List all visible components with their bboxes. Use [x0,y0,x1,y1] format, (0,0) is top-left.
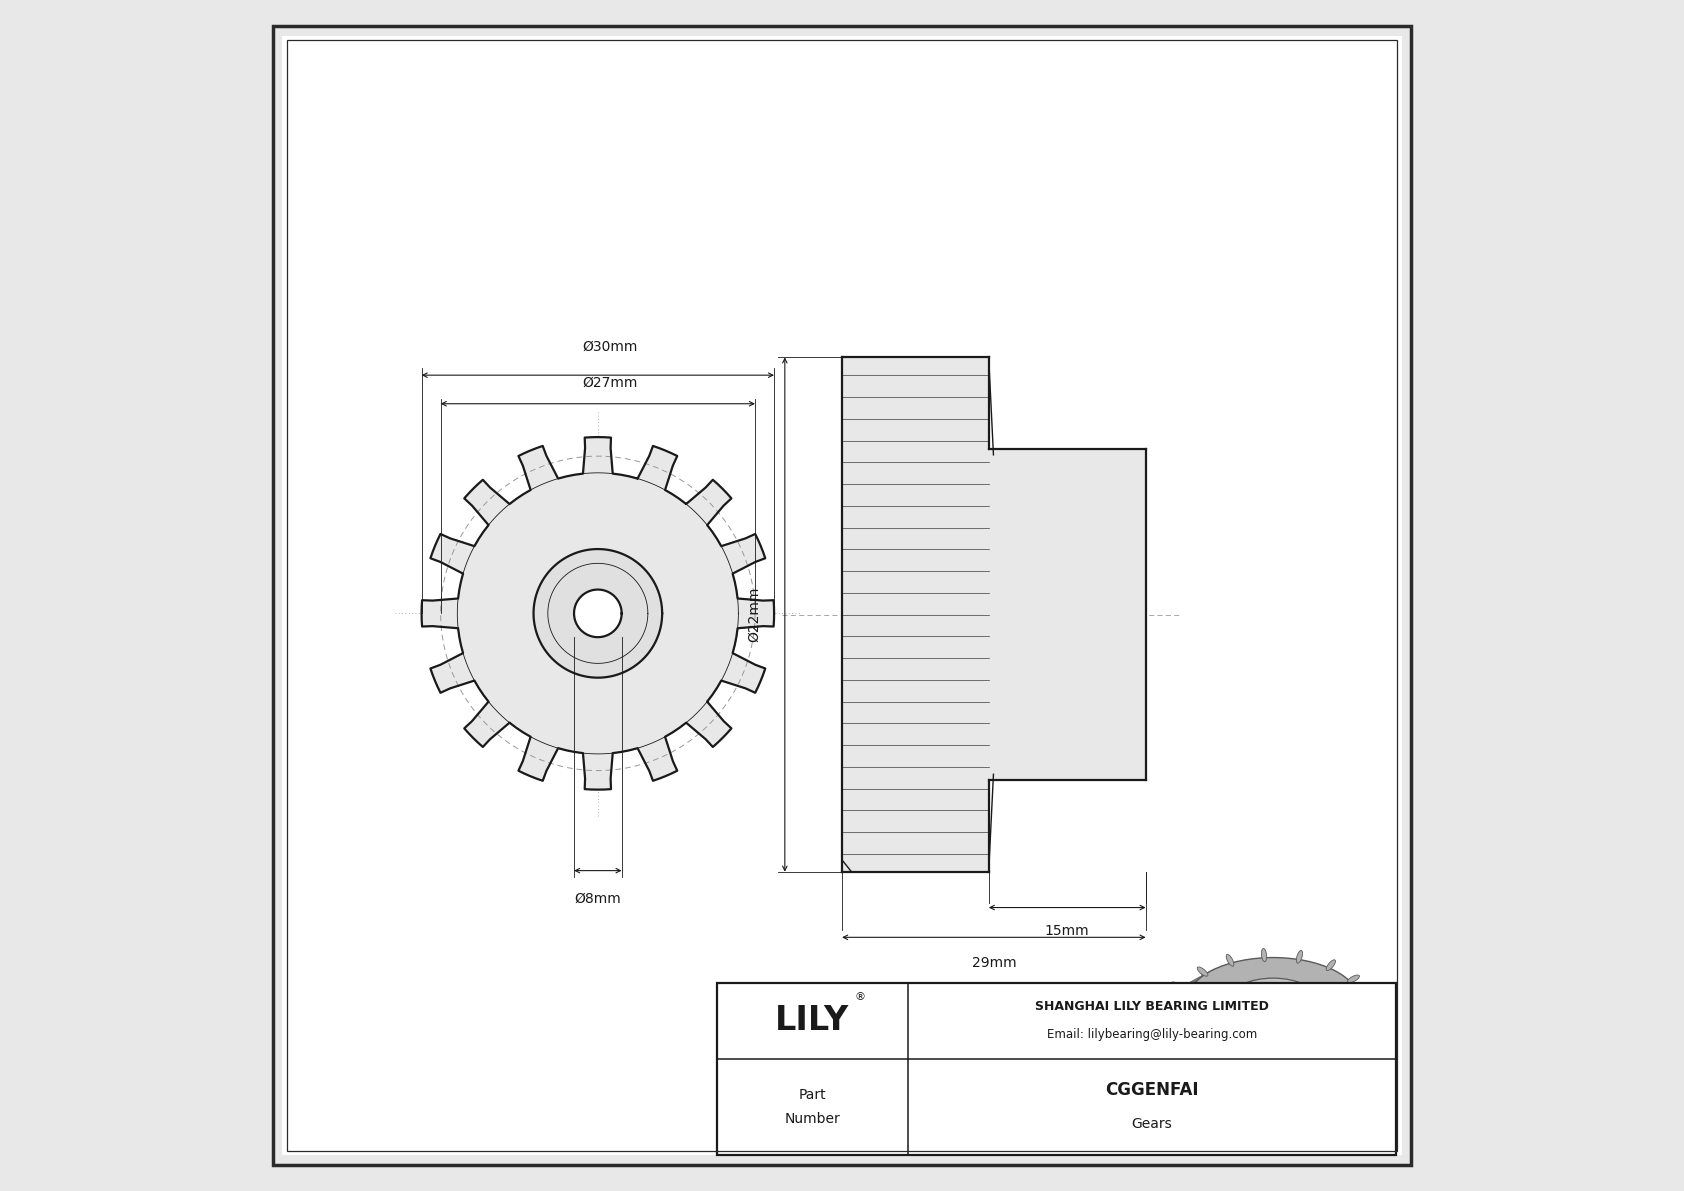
Ellipse shape [1229,978,1319,1023]
Ellipse shape [1327,960,1335,971]
Bar [717,983,1396,1155]
Text: Number: Number [785,1112,840,1125]
Ellipse shape [1312,1035,1320,1047]
Ellipse shape [1234,964,1241,977]
Text: Gears: Gears [1132,1117,1172,1130]
Ellipse shape [1354,1010,1367,1017]
Text: ®: ® [854,992,866,1002]
Ellipse shape [1179,984,1192,991]
Text: 29mm: 29mm [972,956,1015,971]
Ellipse shape [1327,1024,1340,1031]
Text: LILY: LILY [775,1004,849,1037]
Ellipse shape [1154,998,1167,1005]
Ellipse shape [1201,969,1207,981]
Ellipse shape [1197,967,1207,977]
Ellipse shape [1339,1024,1349,1034]
Text: Part: Part [798,1089,827,1102]
Ellipse shape [1211,1030,1221,1041]
Ellipse shape [1320,990,1332,997]
Ellipse shape [1226,954,1234,966]
Ellipse shape [1218,1052,1224,1065]
Ellipse shape [1175,1003,1189,1008]
Polygon shape [534,549,662,678]
Ellipse shape [1312,1039,1322,1048]
Ellipse shape [1186,1045,1194,1055]
Ellipse shape [1297,950,1302,964]
Ellipse shape [1172,981,1182,991]
Ellipse shape [1280,1040,1285,1053]
Text: Ø22mm: Ø22mm [748,587,761,642]
Ellipse shape [1287,1048,1293,1060]
Polygon shape [421,437,775,790]
Ellipse shape [1162,972,1332,1058]
Text: Ø30mm: Ø30mm [583,339,638,354]
Ellipse shape [1347,975,1359,983]
Text: SHANGHAI LILY BEARING LIMITED: SHANGHAI LILY BEARING LIMITED [1034,999,1268,1012]
Bar [842,357,989,872]
Ellipse shape [1187,958,1359,1043]
Ellipse shape [1150,1016,1164,1022]
Text: CGGENFAI: CGGENFAI [1105,1081,1199,1099]
Ellipse shape [1244,1037,1250,1050]
Bar [989,449,1145,780]
Ellipse shape [1187,1018,1199,1025]
Ellipse shape [1300,974,1308,985]
Text: Email: lilybearing@lily-bearing.com: Email: lilybearing@lily-bearing.com [1046,1028,1256,1041]
Text: Ø27mm: Ø27mm [583,375,638,389]
Text: 15mm: 15mm [1044,924,1090,939]
Text: Ø8mm: Ø8mm [574,892,621,906]
Ellipse shape [1270,965,1276,978]
Ellipse shape [1258,993,1288,1008]
Ellipse shape [1330,1008,1344,1014]
Ellipse shape [1253,1053,1258,1066]
Ellipse shape [1357,993,1371,998]
Ellipse shape [1162,1033,1174,1040]
Ellipse shape [1261,948,1266,961]
Polygon shape [574,590,621,637]
